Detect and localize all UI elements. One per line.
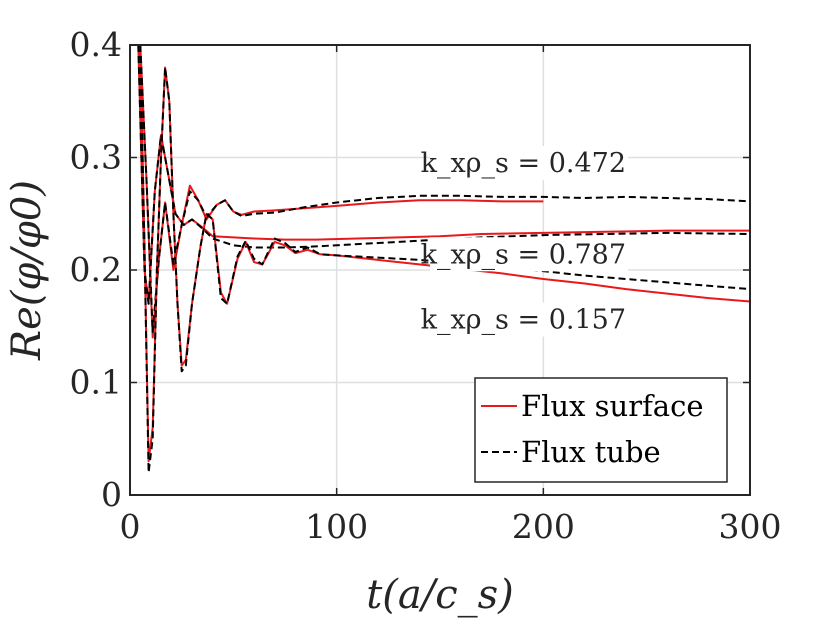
wavenumber-annotation: k_xρ_s = 0.787 <box>421 239 626 270</box>
legend-label: Flux surface <box>521 389 704 423</box>
x-tick-label: 200 <box>512 507 575 546</box>
y-tick-label: 0.2 <box>70 250 122 289</box>
flux-tube-line <box>139 44 751 333</box>
annotation-backing <box>430 237 628 272</box>
ticks: 0 100 200 300 0 0.1 0.2 0.3 0.4 <box>70 25 782 546</box>
wavenumber-annotation: k_xρ_s = 0.472 <box>421 148 626 179</box>
legend: Flux surface Flux tube <box>474 377 728 483</box>
y-tick-label: 0.4 <box>70 25 122 64</box>
x-tick-label: 0 <box>120 507 141 546</box>
y-tick-label: 0.1 <box>70 363 122 402</box>
y-tick-label: 0.3 <box>70 138 122 177</box>
legend-box <box>474 377 728 483</box>
y-tick-label: 0 <box>101 475 122 514</box>
x-tick-label: 300 <box>719 507 782 546</box>
flux-tube-line <box>139 44 751 474</box>
legend-label: Flux tube <box>521 435 661 469</box>
annotation-backing <box>430 302 628 337</box>
x-tick-label: 100 <box>305 507 368 546</box>
y-axis-label: Re(φ/φ0) <box>4 180 50 361</box>
x-axis-label: t(a/c_s) <box>366 572 514 618</box>
annotations: k_xρ_s = 0.472 k_xρ_s = 0.787 k_xρ_s = 0.1… <box>421 146 628 337</box>
wavenumber-annotation: k_xρ_s = 0.157 <box>421 305 626 336</box>
flux-tube-line <box>137 44 751 305</box>
annotation-backing <box>430 146 628 181</box>
series-layer <box>137 44 751 474</box>
